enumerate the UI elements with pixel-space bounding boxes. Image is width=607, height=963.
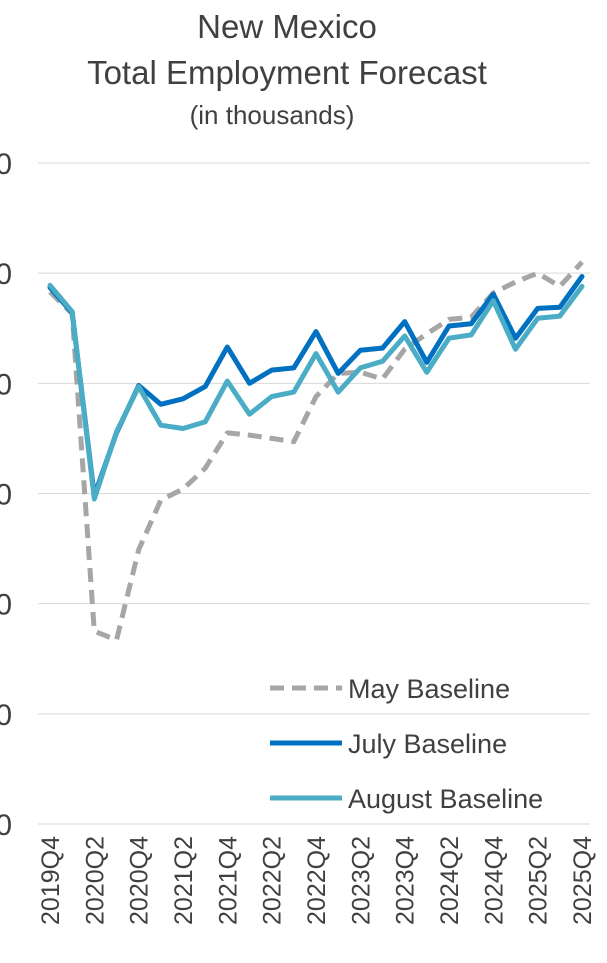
gridlines bbox=[38, 162, 590, 825]
y-axis-tick-labels: 0 0 0 0 0 0 0 bbox=[0, 148, 12, 842]
x-tick-label: 2024Q2 bbox=[436, 836, 464, 925]
x-tick-label: 2022Q2 bbox=[259, 836, 287, 925]
x-tick-label: 2019Q4 bbox=[37, 836, 65, 925]
x-tick-label: 2023Q4 bbox=[392, 836, 420, 925]
legend-label: May Baseline bbox=[348, 674, 510, 704]
x-tick-label: 2023Q2 bbox=[347, 836, 375, 925]
x-tick-label: 2020Q4 bbox=[126, 836, 154, 925]
chart-title-line-1: New Mexico bbox=[197, 8, 377, 45]
y-tick-label: 0 bbox=[0, 809, 12, 842]
legend-label: August Baseline bbox=[348, 784, 543, 814]
series-line-august-baseline bbox=[47, 282, 585, 502]
chart-title-line-2: Total Employment Forecast bbox=[87, 54, 487, 91]
series-lines bbox=[47, 260, 585, 643]
x-tick-label: 2021Q4 bbox=[214, 836, 242, 925]
x-tick-label: 2025Q4 bbox=[569, 836, 597, 925]
y-tick-label: 0 bbox=[0, 148, 12, 181]
x-tick-label: 2024Q4 bbox=[480, 836, 508, 925]
x-tick-label: 2020Q2 bbox=[81, 836, 109, 925]
y-tick-label: 0 bbox=[0, 368, 12, 401]
x-tick-label: 2025Q2 bbox=[525, 836, 553, 925]
x-tick-label: 2021Q2 bbox=[170, 836, 198, 925]
y-tick-label: 0 bbox=[0, 589, 12, 622]
y-tick-label: 0 bbox=[0, 258, 12, 291]
chart-subtitle: (in thousands) bbox=[190, 100, 355, 130]
x-tick-label: 2022Q4 bbox=[303, 836, 331, 925]
y-tick-label: 0 bbox=[0, 479, 12, 512]
legend-label: July Baseline bbox=[348, 729, 507, 759]
legend: May Baseline July Baseline August Baseline bbox=[270, 674, 543, 814]
x-axis-tick-labels: 2019Q4 2020Q2 2020Q4 2021Q2 2021Q4 2022Q2 2022… bbox=[37, 836, 597, 925]
y-tick-label: 0 bbox=[0, 699, 12, 732]
series-line-july-baseline bbox=[47, 274, 585, 499]
